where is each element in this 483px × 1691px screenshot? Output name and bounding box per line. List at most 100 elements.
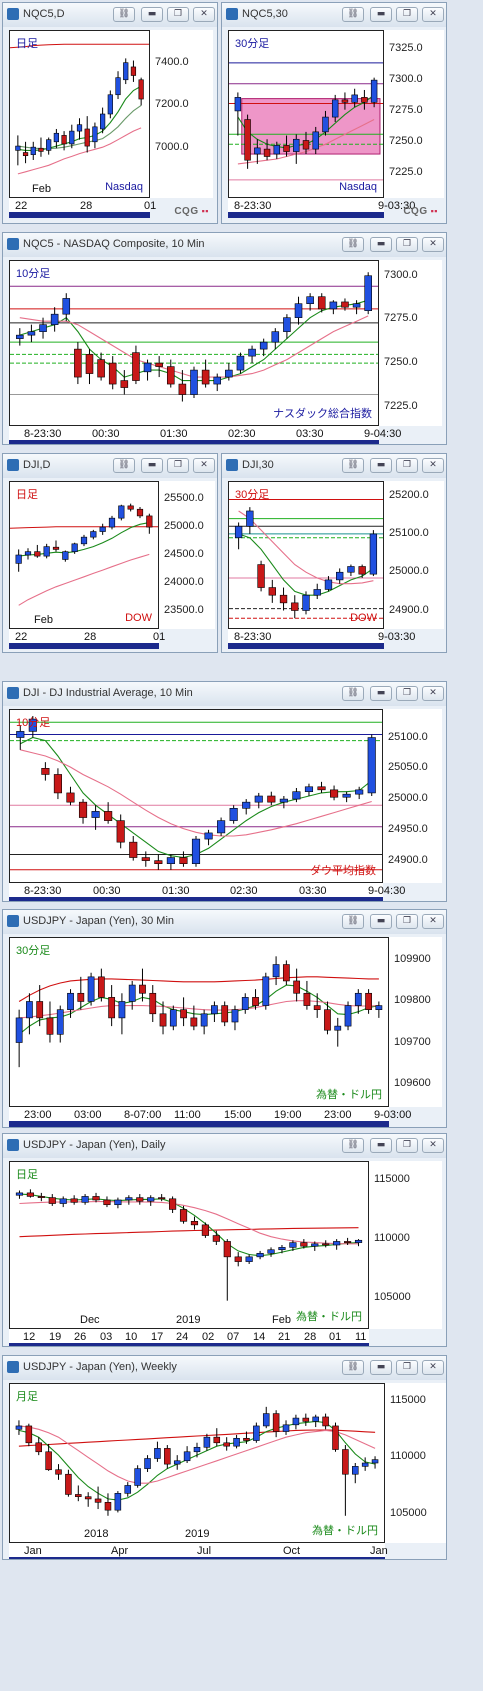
x-tick-label: 19 [49,1331,62,1343]
plot-area[interactable]: 日足 為替・ドル円 Dec 2019 Feb [9,1161,369,1329]
chart-window-p9[interactable]: USDJPY - Japan (Yen), Weekly ⛓ ▬ ❐ ✕ 月足 為替・ドル円… [2,1355,447,1560]
window-titlebar[interactable]: DJI,D ⛓ ▬ ❐ ✕ [3,454,217,478]
minimize-button[interactable]: ▬ [370,914,392,929]
candle [300,1239,308,1249]
plot-area[interactable]: 日足 DOW Feb [9,481,159,629]
link-icon[interactable]: ⛓ [342,1138,364,1153]
link-icon[interactable]: ⛓ [342,458,364,473]
candle [367,734,376,796]
link-icon[interactable]: ⛓ [342,1360,364,1375]
scroll-bar[interactable] [9,212,150,218]
candle-body-up [166,857,175,864]
plot-area[interactable]: 日足 Nasdaq Feb [9,30,150,198]
candle [272,1410,280,1438]
minimize-button[interactable]: ▬ [370,7,392,22]
window-titlebar[interactable]: USDJPY - Japan (Yen), Weekly ⛓ ▬ ❐ ✕ [3,1356,446,1380]
ma-short-line [18,984,380,1035]
chart-window-p2[interactable]: NQC5,30 ⛓ ▬ ❐ ✕ 30分足 Nasdaq 7325.0 7300.0 7275.0 7… [221,2,447,224]
restore-button[interactable]: ❐ [396,1138,418,1153]
candle [254,792,263,809]
scroll-bar[interactable] [228,212,384,218]
minimize-button[interactable]: ▬ [370,237,392,252]
scroll-bar[interactable] [228,643,384,649]
candle-body-up [369,533,378,575]
plot-area[interactable]: 30分足 DOW [228,481,384,629]
period-label: Feb [272,1314,291,1326]
close-button[interactable]: ✕ [422,914,444,929]
scroll-bar[interactable] [9,1121,389,1127]
chart-window-p6[interactable]: DJI - DJ Industrial Average, 10 Min ⛓ ▬ ❐ ✕ 1… [2,681,447,902]
window-titlebar[interactable]: USDJPY - Japan (Yen), 30 Min ⛓ ▬ ❐ ✕ [3,910,446,934]
window-titlebar[interactable]: NQC5 - NASDAQ Composite, 10 Min ⛓ ▬ ❐ ✕ [3,233,446,257]
candle-body-down [317,296,326,310]
restore-button[interactable]: ❐ [167,7,189,22]
candle-body-up [324,579,333,590]
restore-button[interactable]: ❐ [396,458,418,473]
minimize-button[interactable]: ▬ [141,7,163,22]
chart-window-p1[interactable]: NQC5,D ⛓ ▬ ❐ ✕ 日足 Nasdaq Feb 7400.0 7200.0 7000.0 2… [2,2,218,224]
minimize-button[interactable]: ▬ [370,1360,392,1375]
candle-body-up [246,510,254,527]
close-button[interactable]: ✕ [422,237,444,252]
close-button[interactable]: ✕ [422,686,444,701]
scroll-bar[interactable] [9,440,379,444]
candle-body-up [27,331,36,336]
window-titlebar[interactable]: NQC5,D ⛓ ▬ ❐ ✕ [3,3,217,27]
candle-body-up [361,1462,369,1467]
window-titlebar[interactable]: DJI - DJ Industrial Average, 10 Min ⛓ ▬ ❐ ✕ [3,682,446,706]
scroll-bar[interactable] [9,897,383,901]
plot-area[interactable]: 30分足 Nasdaq [228,30,384,198]
window-titlebar[interactable]: USDJPY - Japan (Yen), Daily ⛓ ▬ ❐ ✕ [3,1134,446,1158]
minimize-button[interactable]: ▬ [370,458,392,473]
series-label: 為替・ドル円 [296,1311,362,1323]
candle [25,1423,33,1447]
minimize-button[interactable]: ▬ [370,1138,392,1153]
candle-body-up [302,594,310,611]
scroll-bar[interactable] [9,1557,385,1559]
restore-button[interactable]: ❐ [396,686,418,701]
link-icon[interactable]: ⛓ [342,914,364,929]
candle [53,768,62,800]
link-icon[interactable]: ⛓ [113,7,135,22]
close-button[interactable]: ✕ [193,458,215,473]
candle-body-up [128,984,136,1002]
restore-button[interactable]: ❐ [396,7,418,22]
chart-window-p5[interactable]: DJI,30 ⛓ ▬ ❐ ✕ 30分足 DOW 25200.0 25100.0 25000.0 24… [221,453,447,653]
close-button[interactable]: ✕ [422,1360,444,1375]
candle-body-up [283,317,291,332]
candle-body-up [213,376,222,385]
candle-body-up [352,303,361,308]
candle-body-down [104,811,113,821]
restore-button[interactable]: ❐ [396,1360,418,1375]
plot-area[interactable]: 月足 為替・ドル円 2018 2019 [9,1383,385,1543]
close-button[interactable]: ✕ [422,458,444,473]
close-button[interactable]: ✕ [422,7,444,22]
candle-body-down [257,564,265,588]
candle [22,141,29,164]
chart-window-p8[interactable]: USDJPY - Japan (Yen), Daily ⛓ ▬ ❐ ✕ 日足 為替・ドル円 D… [2,1133,447,1347]
chart-window-p7[interactable]: USDJPY - Japan (Yen), 30 Min ⛓ ▬ ❐ ✕ 30分足 為替・ド… [2,909,447,1128]
window-titlebar[interactable]: DJI,30 ⛓ ▬ ❐ ✕ [222,454,446,478]
plot-area[interactable]: 10分足 ナスダック総合指数 [9,260,379,426]
scroll-bar[interactable] [9,1343,369,1346]
plot-area[interactable]: 30分足 為替・ドル円 [9,937,389,1107]
plot-area[interactable]: 10分足 ダウ平均指数 [9,709,383,883]
y-tick-label: 24000.0 [164,575,204,588]
candle [313,993,321,1018]
link-icon[interactable]: ⛓ [342,237,364,252]
restore-button[interactable]: ❐ [167,458,189,473]
window-titlebar[interactable]: NQC5,30 ⛓ ▬ ❐ ✕ [222,3,446,27]
restore-button[interactable]: ❐ [396,914,418,929]
link-icon[interactable]: ⛓ [342,7,364,22]
restore-button[interactable]: ❐ [396,237,418,252]
link-icon[interactable]: ⛓ [113,458,135,473]
chart-window-p3[interactable]: NQC5 - NASDAQ Composite, 10 Min ⛓ ▬ ❐ ✕ 10分足ナ… [2,232,447,445]
scroll-bar[interactable] [9,643,159,649]
minimize-button[interactable]: ▬ [141,458,163,473]
close-button[interactable]: ✕ [193,7,215,22]
link-icon[interactable]: ⛓ [342,686,364,701]
candle [136,1194,144,1205]
close-button[interactable]: ✕ [422,1138,444,1153]
chart-window-p4[interactable]: DJI,D ⛓ ▬ ❐ ✕ 日足 DOW Feb 25500.0 25000.0 24500.0 24… [2,453,218,653]
minimize-button[interactable]: ▬ [370,686,392,701]
